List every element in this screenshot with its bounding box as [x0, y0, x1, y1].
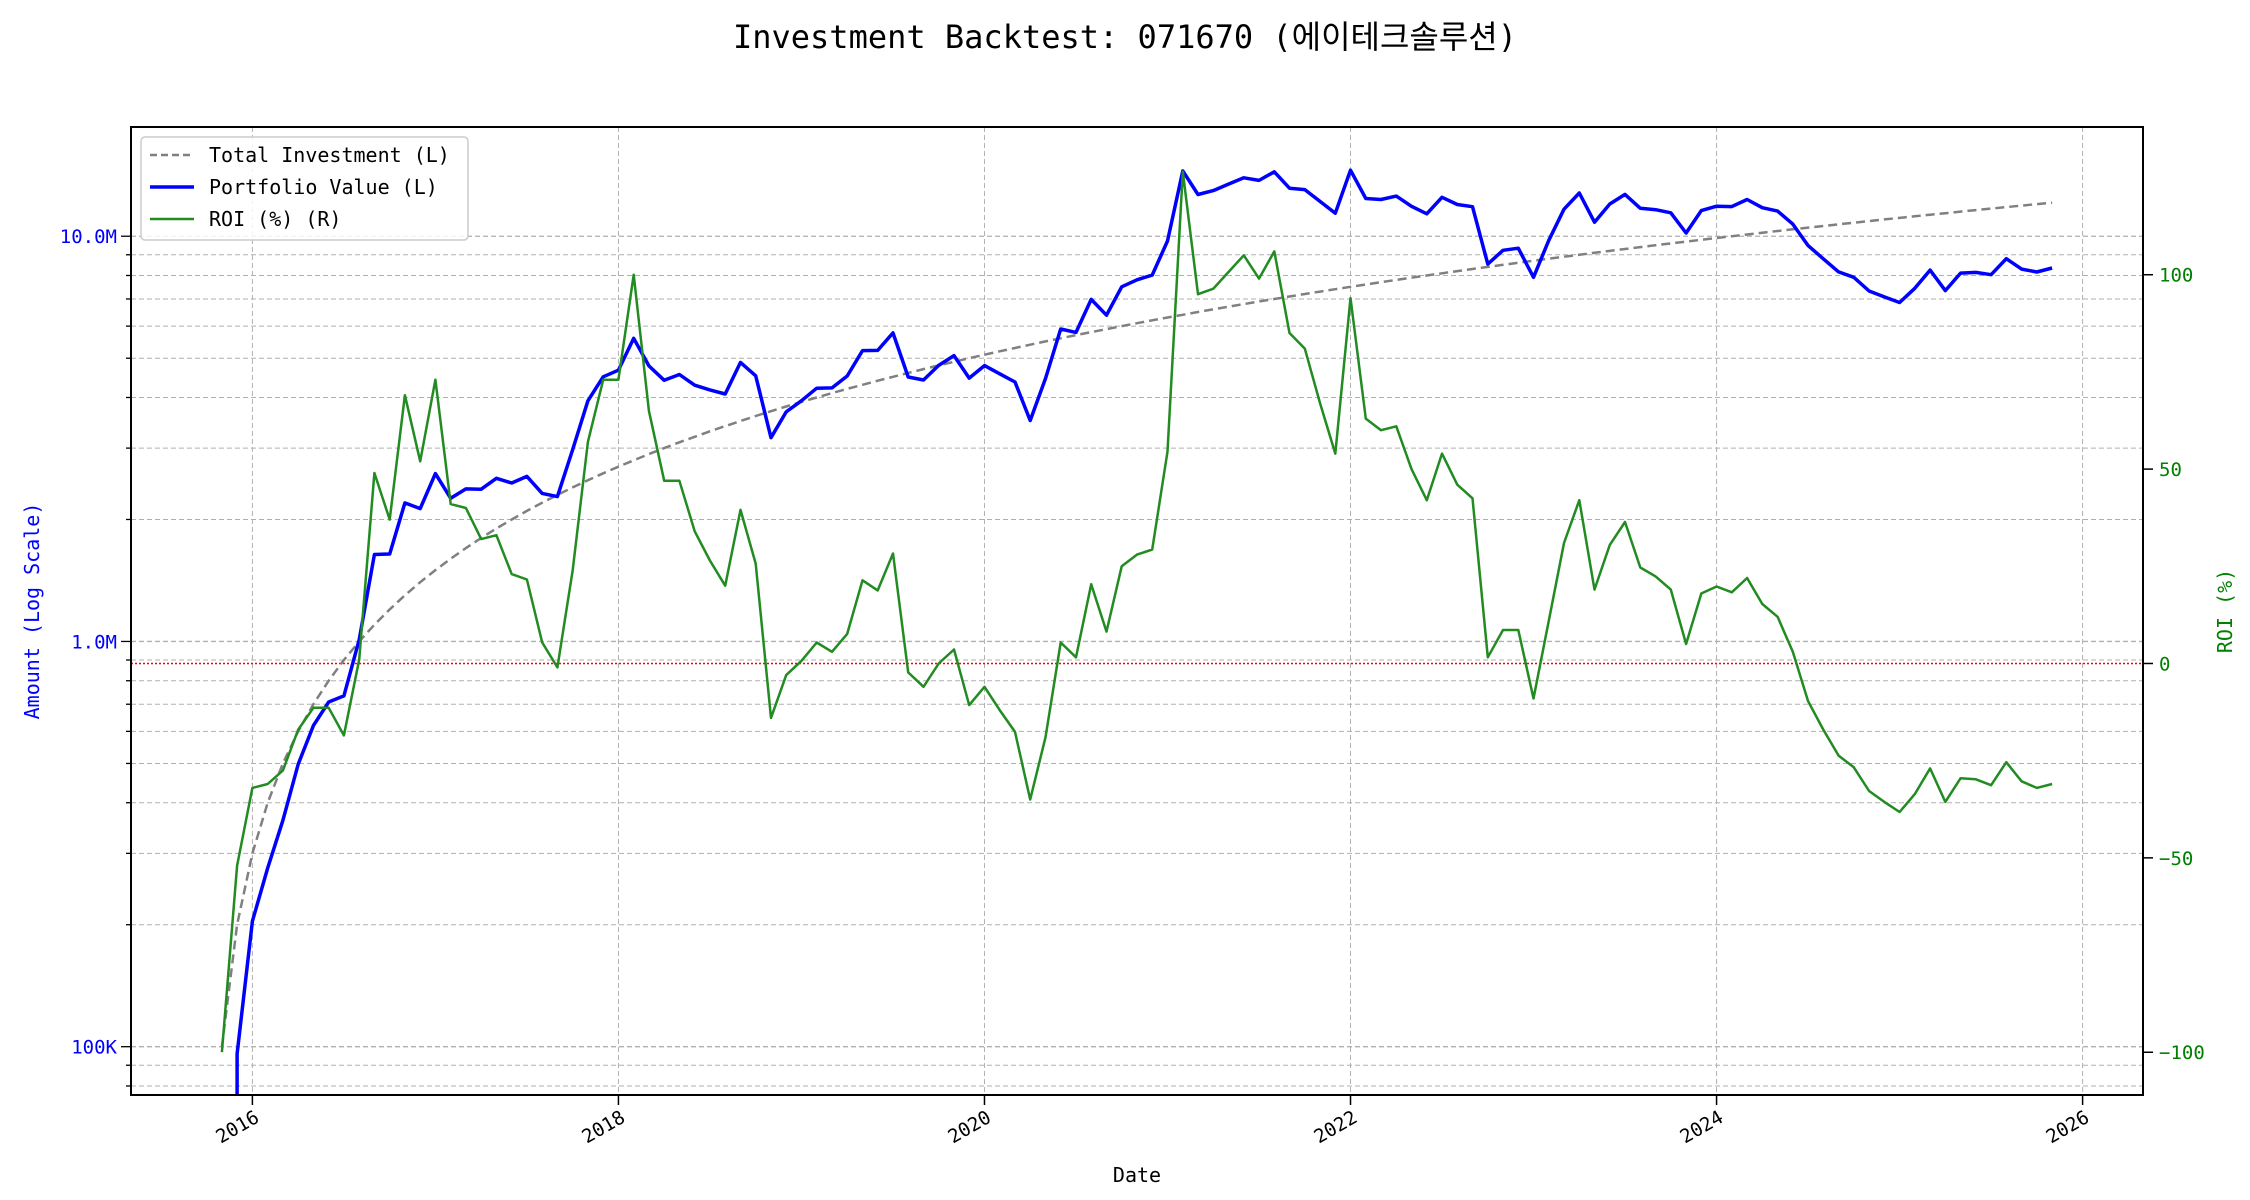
x-tick-label: 2020 — [944, 1106, 995, 1148]
x-tick-label: 2018 — [578, 1106, 629, 1148]
x-axis-label: Date — [1113, 1163, 1161, 1187]
grid — [131, 127, 2143, 1095]
total-investment-line — [220, 201, 2053, 1047]
left-axis-label: Amount (Log Scale) — [20, 503, 44, 720]
right-tick-label: 50 — [2159, 459, 2182, 481]
chart-title: Investment Backtest: 071670 (에이테크솔루션) — [733, 18, 1517, 56]
x-tick-label: 2024 — [1676, 1106, 1727, 1148]
left-tick-label: 10.0M — [60, 226, 117, 248]
portfolio-value-line — [235, 168, 2053, 1095]
legend-label: Portfolio Value (L) — [209, 175, 438, 199]
roi-line — [220, 170, 2053, 1053]
left-y-axis: 100K 1.0M 10.0M — [60, 226, 131, 1087]
right-tick-label: −50 — [2159, 848, 2193, 870]
left-tick-label: 100K — [71, 1037, 117, 1059]
x-axis: 2016 2018 2020 2022 2024 2026 — [212, 1095, 2093, 1148]
right-tick-label: −100 — [2159, 1042, 2205, 1064]
x-tick-label: 2016 — [212, 1106, 263, 1148]
legend: Total Investment (L) Portfolio Value (L) R… — [140, 136, 469, 241]
plot-frame — [130, 126, 2144, 1096]
x-tick-label: 2026 — [2042, 1106, 2093, 1148]
right-axis-label: ROI (%) — [2213, 569, 2237, 653]
series-lines — [220, 168, 2053, 1095]
legend-label: ROI (%) (R) — [209, 207, 341, 231]
right-y-axis: −100 −50 0 50 100 — [2143, 265, 2205, 1064]
legend-label: Total Investment (L) — [209, 143, 450, 167]
right-tick-label: 0 — [2159, 653, 2170, 675]
right-tick-label: 100 — [2159, 265, 2193, 287]
left-tick-label: 1.0M — [71, 631, 117, 653]
x-tick-label: 2022 — [1310, 1106, 1361, 1148]
legend-box — [140, 136, 469, 241]
